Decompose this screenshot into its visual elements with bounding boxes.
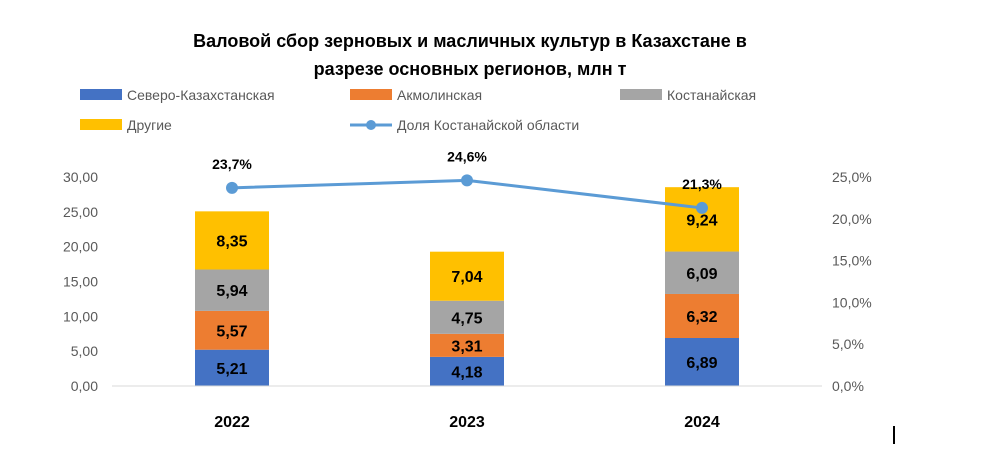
bar-value-label: 4,75 bbox=[451, 310, 482, 327]
left-tick-label: 5,00 bbox=[71, 343, 98, 359]
left-tick-label: 0,00 bbox=[71, 378, 98, 394]
bar-segment bbox=[430, 356, 504, 386]
legend-label: Северо-Казахстанская bbox=[127, 87, 275, 103]
bar-segment bbox=[430, 300, 504, 334]
legend-line-marker bbox=[366, 120, 376, 130]
bar-segment bbox=[665, 251, 739, 294]
bar-segment bbox=[430, 251, 504, 301]
left-tick-label: 25,00 bbox=[63, 204, 98, 220]
bar-value-label: 5,21 bbox=[216, 361, 247, 378]
bar-value-label: 8,35 bbox=[216, 233, 247, 250]
bar-segment bbox=[195, 211, 269, 270]
bar-segment bbox=[665, 293, 739, 338]
legend-swatch bbox=[80, 89, 122, 100]
left-axis: 0,00 5,00 10,00 15,00 20,00 25,00 30,00 bbox=[63, 169, 98, 394]
left-tick-label: 20,00 bbox=[63, 239, 98, 255]
right-tick-label: 0,0% bbox=[832, 378, 864, 394]
bars: 5,21 5,57 5,94 8,35 4,18 3,31 4,75 7,04 6,89 6,32… bbox=[195, 187, 739, 386]
bar-value-label: 6,32 bbox=[686, 309, 717, 326]
bar-segment bbox=[195, 349, 269, 386]
share-value-label: 21,3% bbox=[682, 176, 722, 192]
bar-value-label: 9,24 bbox=[686, 212, 717, 229]
bar-value-label: 3,31 bbox=[451, 338, 482, 355]
right-tick-label: 15,0% bbox=[832, 253, 872, 269]
bar-segment bbox=[665, 187, 739, 252]
category-label: 2022 bbox=[214, 414, 250, 431]
right-tick-label: 5,0% bbox=[832, 336, 864, 352]
left-tick-label: 30,00 bbox=[63, 169, 98, 185]
category-label: 2024 bbox=[684, 414, 720, 431]
right-tick-label: 25,0% bbox=[832, 169, 872, 185]
category-label: 2023 bbox=[449, 414, 485, 431]
legend-swatch bbox=[620, 89, 662, 100]
chart-title-line-1: Валовой сбор зерновых и масличных культу… bbox=[193, 31, 747, 51]
bar-segment bbox=[195, 310, 269, 350]
bar-value-label: 6,09 bbox=[686, 266, 717, 283]
share-point bbox=[461, 174, 473, 187]
bar-segment bbox=[430, 333, 504, 357]
legend-label: Костанайская bbox=[667, 87, 756, 103]
right-axis: 0,0% 5,0% 10,0% 15,0% 20,0% 25,0% bbox=[832, 169, 872, 394]
bar-value-label: 5,94 bbox=[216, 283, 247, 300]
right-tick-label: 20,0% bbox=[832, 211, 872, 227]
legend-swatch bbox=[80, 119, 122, 130]
share-line: 23,7% 24,6% 21,3% bbox=[212, 148, 722, 214]
bar-value-label: 4,18 bbox=[451, 364, 482, 381]
text-cursor bbox=[893, 426, 895, 444]
legend-label: Другие bbox=[127, 117, 172, 133]
chart-title: Валовой сбор зерновых и масличных культу… bbox=[193, 31, 747, 79]
bar-segment bbox=[665, 337, 739, 386]
legend-label: Доля Костанайской области bbox=[397, 117, 579, 133]
bar-segment bbox=[195, 269, 269, 311]
legend: Северо-Казахстанская Акмолинская Костанайс… bbox=[80, 87, 756, 133]
share-value-label: 23,7% bbox=[212, 156, 252, 172]
left-tick-label: 10,00 bbox=[63, 308, 98, 324]
bar-value-label: 6,89 bbox=[686, 355, 717, 372]
bar-value-label: 5,57 bbox=[216, 323, 247, 340]
share-value-label: 24,6% bbox=[447, 148, 487, 164]
legend-label: Акмолинская bbox=[397, 87, 482, 103]
bar-value-label: 7,04 bbox=[451, 269, 482, 286]
left-tick-label: 15,00 bbox=[63, 274, 98, 290]
right-tick-label: 10,0% bbox=[832, 294, 872, 310]
category-axis: 2022 2023 2024 bbox=[112, 385, 822, 431]
share-point bbox=[226, 181, 238, 194]
share-point bbox=[696, 201, 708, 214]
chart-title-line-2: разрезе основных регионов, млн т bbox=[314, 59, 627, 79]
legend-swatch bbox=[350, 89, 392, 100]
